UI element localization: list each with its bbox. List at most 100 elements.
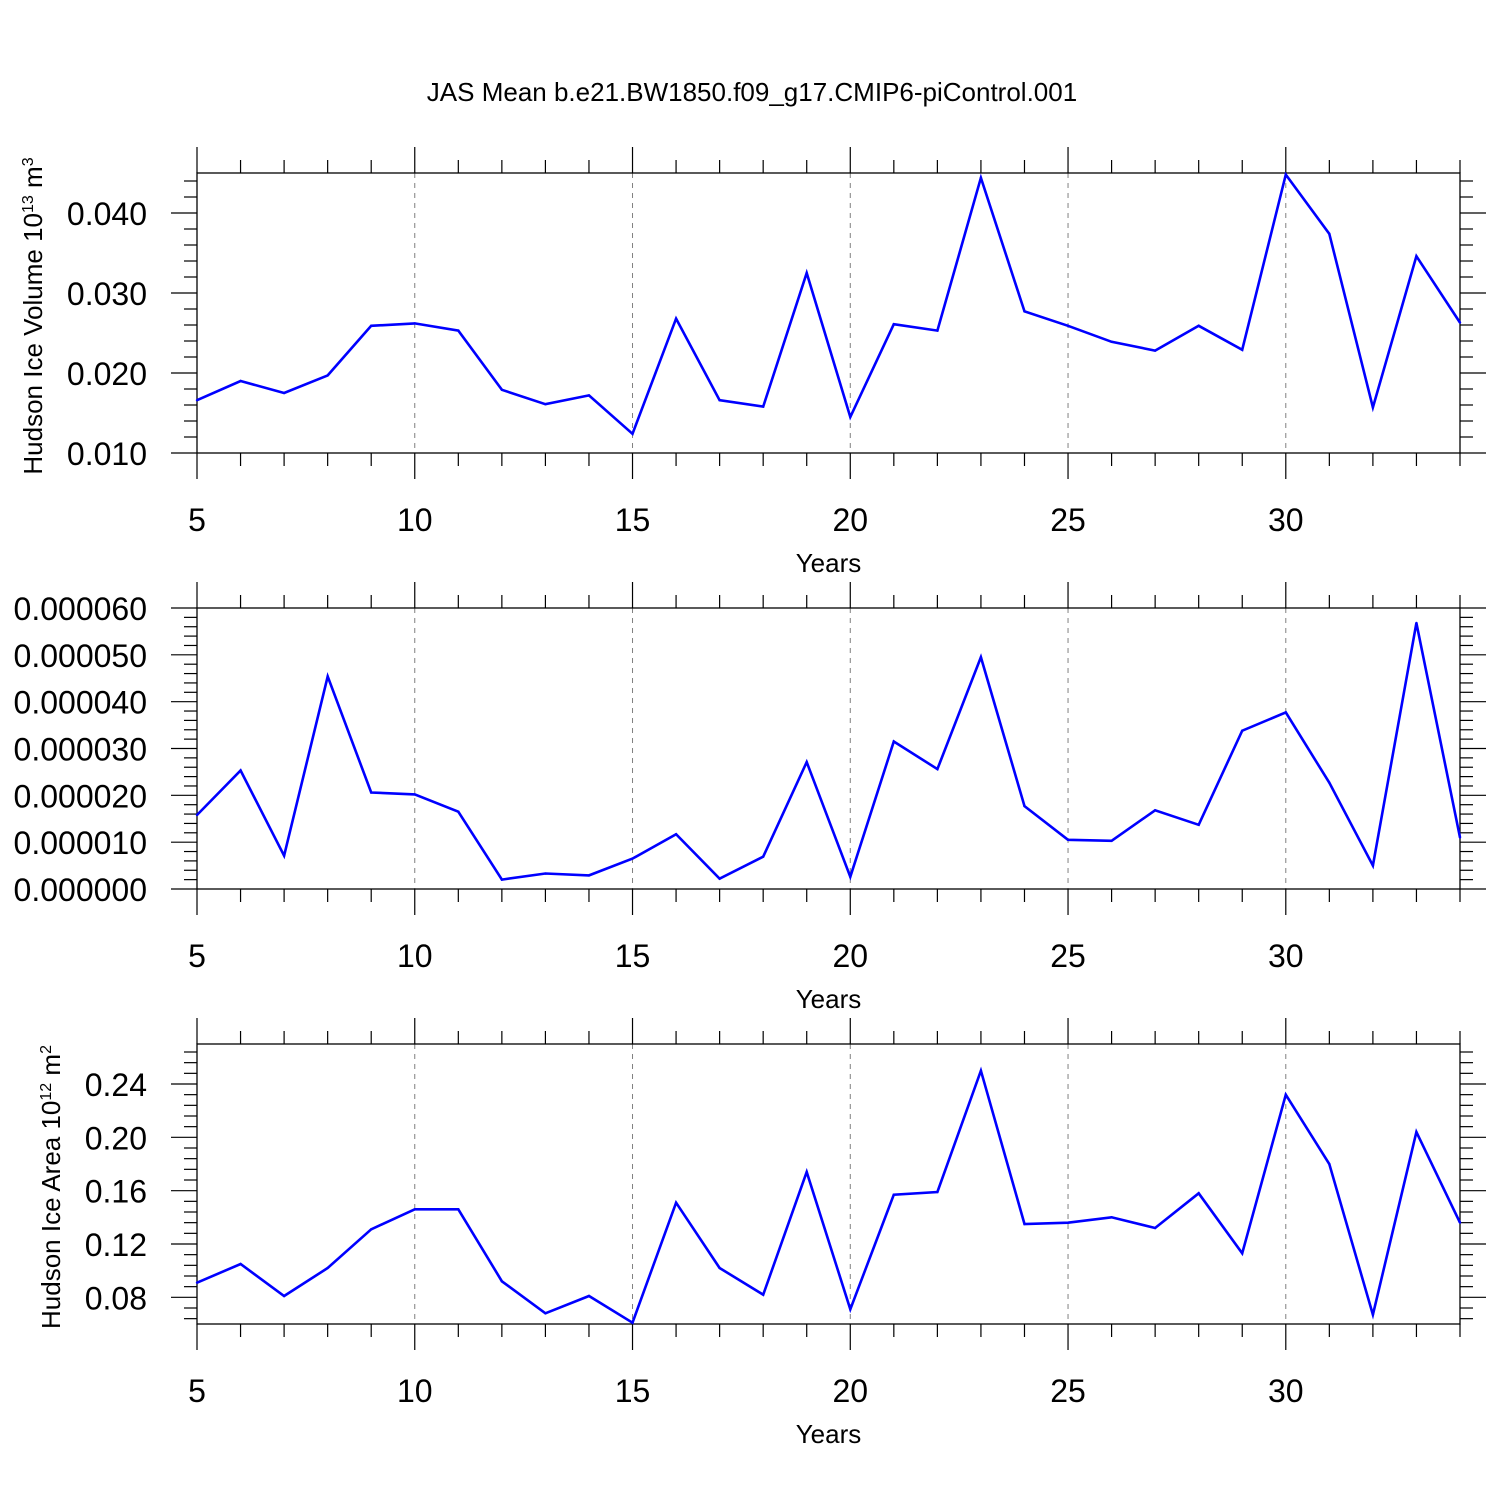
data-point [761,855,765,858]
y-tick-label: 0.000010 [14,825,147,861]
y-tick-label: 0.08 [85,1280,147,1316]
data-point [1110,839,1113,842]
data-point [1458,1221,1462,1224]
y-axis-label-superscript: 12 [38,1083,55,1101]
x-tick-label: 20 [832,1373,868,1409]
data-point [544,872,547,875]
data-point [979,655,983,659]
data-point [457,1208,460,1211]
data-point [1197,1192,1200,1195]
data-point [282,391,286,395]
data-point [892,323,896,326]
data-point [674,833,678,836]
data-point [936,1190,939,1194]
data-point [718,877,721,880]
chart-title: JAS Mean b.e21.BW1850.f09_g17.CMIP6-piCo… [427,77,1077,107]
y-axis-label-part: Hudson Ice Volume 10 [18,213,48,475]
data-point [1066,1221,1070,1224]
x-tick-label: 20 [832,938,868,974]
data-point [1197,324,1200,327]
data-point [239,379,242,383]
x-tick-label: 25 [1050,502,1086,538]
y-tick-label: 0.020 [67,356,147,392]
data-point [1328,1162,1331,1166]
data-point [718,1266,721,1270]
data-point [936,329,939,332]
y-tick-label: 0.20 [85,1120,147,1156]
y-axis-label-superscript: 3 [20,157,37,166]
y-tick-label: 0.040 [67,196,147,232]
data-point [457,329,460,332]
data-point [282,854,286,857]
data-point [1241,1252,1244,1255]
data-point [761,405,765,408]
x-tick-label: 20 [832,502,868,538]
data-point [1371,1313,1375,1316]
x-axis-label: Years [796,1419,862,1449]
data-point [239,769,242,772]
y-axis-label-superscript: 2 [38,1045,55,1054]
y-tick-label: 0.000060 [14,591,147,627]
series-line [196,1066,1462,1325]
x-tick-label: 30 [1268,502,1304,538]
data-point [674,317,678,320]
data-point [326,675,329,678]
data-point [1023,804,1026,808]
data-point [1153,1226,1157,1230]
data-point [413,1208,416,1211]
data-point [413,322,416,325]
data-point [544,1312,547,1315]
data-point [370,1228,373,1231]
data-point [587,1294,591,1298]
data-point [1415,621,1418,625]
data-point [631,1321,634,1324]
data-point [1066,838,1070,842]
data-point [1284,173,1287,176]
data-point [1284,711,1287,714]
y-tick-label: 0.000050 [14,638,147,674]
x-axis-label: Years [796,548,862,578]
data-point [500,878,504,881]
panel-3: 5 10 15 20 25 30 0.08 0.12 0.16 0.20 0.24 Years Huds… [36,1018,1486,1449]
y-tick-label: 0.12 [85,1227,147,1263]
data-point [587,874,591,877]
data-point [849,415,852,419]
data-point [849,1308,852,1311]
x-tick-label: 5 [188,1373,206,1409]
data-point [370,791,373,794]
data-point [1153,349,1157,352]
x-tick-label: 25 [1050,1373,1086,1409]
data-point [587,394,591,397]
data-point [1153,809,1157,812]
y-axis-label: Hudson Ice Volume 1013 m3 [18,157,48,474]
data-point [805,760,808,764]
data-point [1066,324,1070,327]
data-point [892,1193,896,1196]
data-point [979,1069,983,1072]
data-point [761,1293,765,1296]
y-tick-label: 0.000030 [14,732,147,768]
x-tick-label: 15 [615,502,651,538]
data-point [500,388,504,391]
panel-1: 5 10 15 20 25 30 0.010 0.020 0.030 0.040 Years Huds… [18,147,1486,578]
data-point [849,875,852,879]
y-tick-label: 0.000000 [14,872,147,908]
data-point [979,176,983,179]
data-point [1458,836,1462,839]
data-point [805,1170,808,1174]
x-tick-label: 30 [1268,938,1304,974]
data-point [195,1281,199,1284]
panel-2: 5 10 15 20 25 30 0.000000 0.000010 0.000020 0.000… [14,582,1486,1014]
x-axis-label: Years [796,984,862,1014]
data-point [1023,1222,1026,1226]
y-tick-label: 0.010 [67,436,147,472]
y-axis-label-superscript: 13 [20,195,37,213]
x-tick-label: 15 [615,938,651,974]
x-tick-label: 25 [1050,938,1086,974]
y-tick-label: 0.16 [85,1174,147,1210]
data-point [326,1266,329,1270]
data-point [1371,406,1375,409]
data-point [674,1201,678,1204]
y-tick-label: 0.030 [67,276,147,312]
